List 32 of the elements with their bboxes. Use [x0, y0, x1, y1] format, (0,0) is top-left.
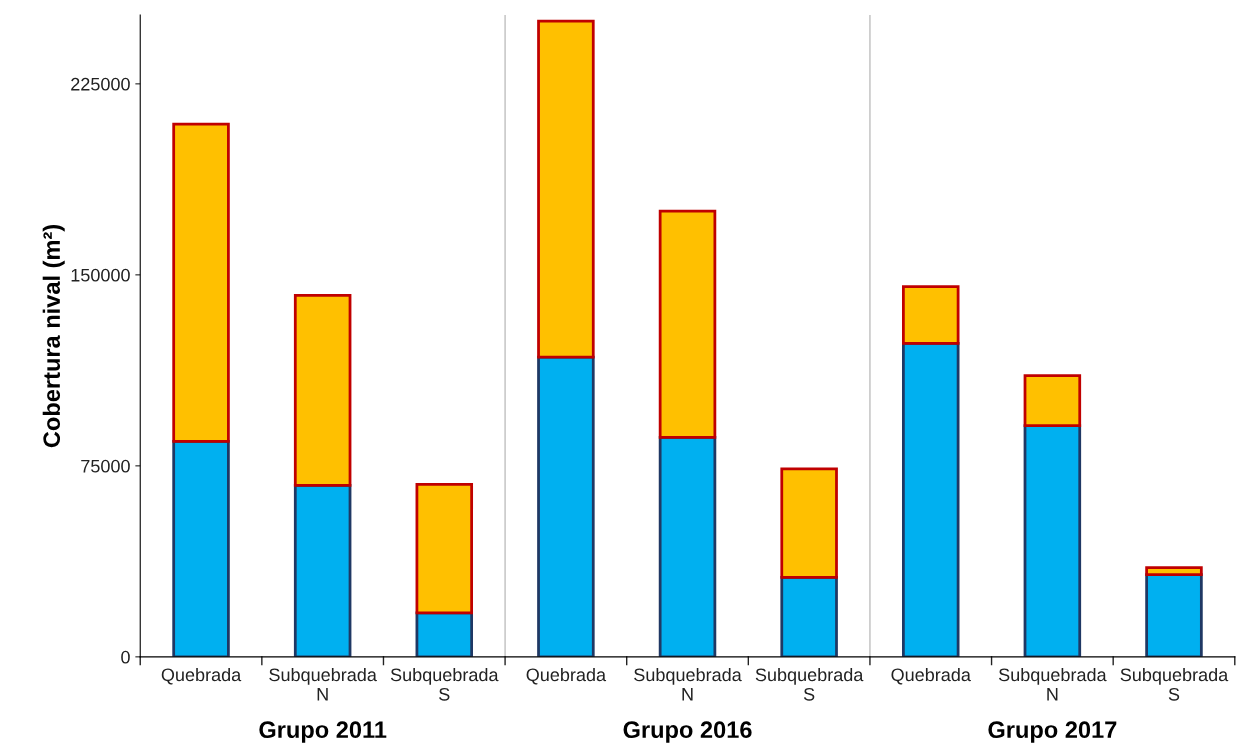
x-tick-label: Quebrada	[161, 667, 242, 685]
bar	[1145, 566, 1203, 576]
y-tick-label: 225000	[71, 77, 130, 91]
text: Grupo 2011	[259, 721, 387, 743]
bar	[1023, 374, 1082, 428]
bar	[172, 122, 230, 443]
bar	[902, 285, 960, 345]
bar	[780, 467, 838, 579]
x-tick-label: Subquebrada N	[998, 667, 1107, 701]
bar	[293, 484, 352, 657]
x-tick-label: Subquebrada S	[755, 667, 864, 701]
y-axis-title: Cobertura nival (m²)	[42, 224, 65, 448]
bar	[172, 440, 230, 657]
x-tick-label: Quebrada	[526, 667, 607, 685]
bar	[293, 294, 352, 487]
bar	[658, 209, 717, 439]
bar	[1145, 573, 1203, 657]
x-tick-label: Subquebrada S	[390, 667, 499, 701]
bar	[537, 19, 595, 359]
y-tick-label: 150000	[71, 268, 130, 282]
y-tick-label: 0	[121, 650, 130, 664]
x-tick-label: Subquebrada N	[634, 667, 742, 701]
bar	[415, 483, 474, 615]
bar	[415, 611, 474, 657]
text: Grupo 2017	[988, 721, 1117, 743]
text: Grupo 2016	[623, 721, 752, 743]
x-tick-label: Quebrada	[891, 667, 971, 685]
x-tick-label: Subquebrada S	[1120, 667, 1229, 701]
bar	[780, 576, 838, 657]
y-tick-label: 75000	[81, 459, 130, 473]
x-tick-label: Subquebrada N	[269, 667, 377, 701]
bar	[1023, 424, 1082, 657]
